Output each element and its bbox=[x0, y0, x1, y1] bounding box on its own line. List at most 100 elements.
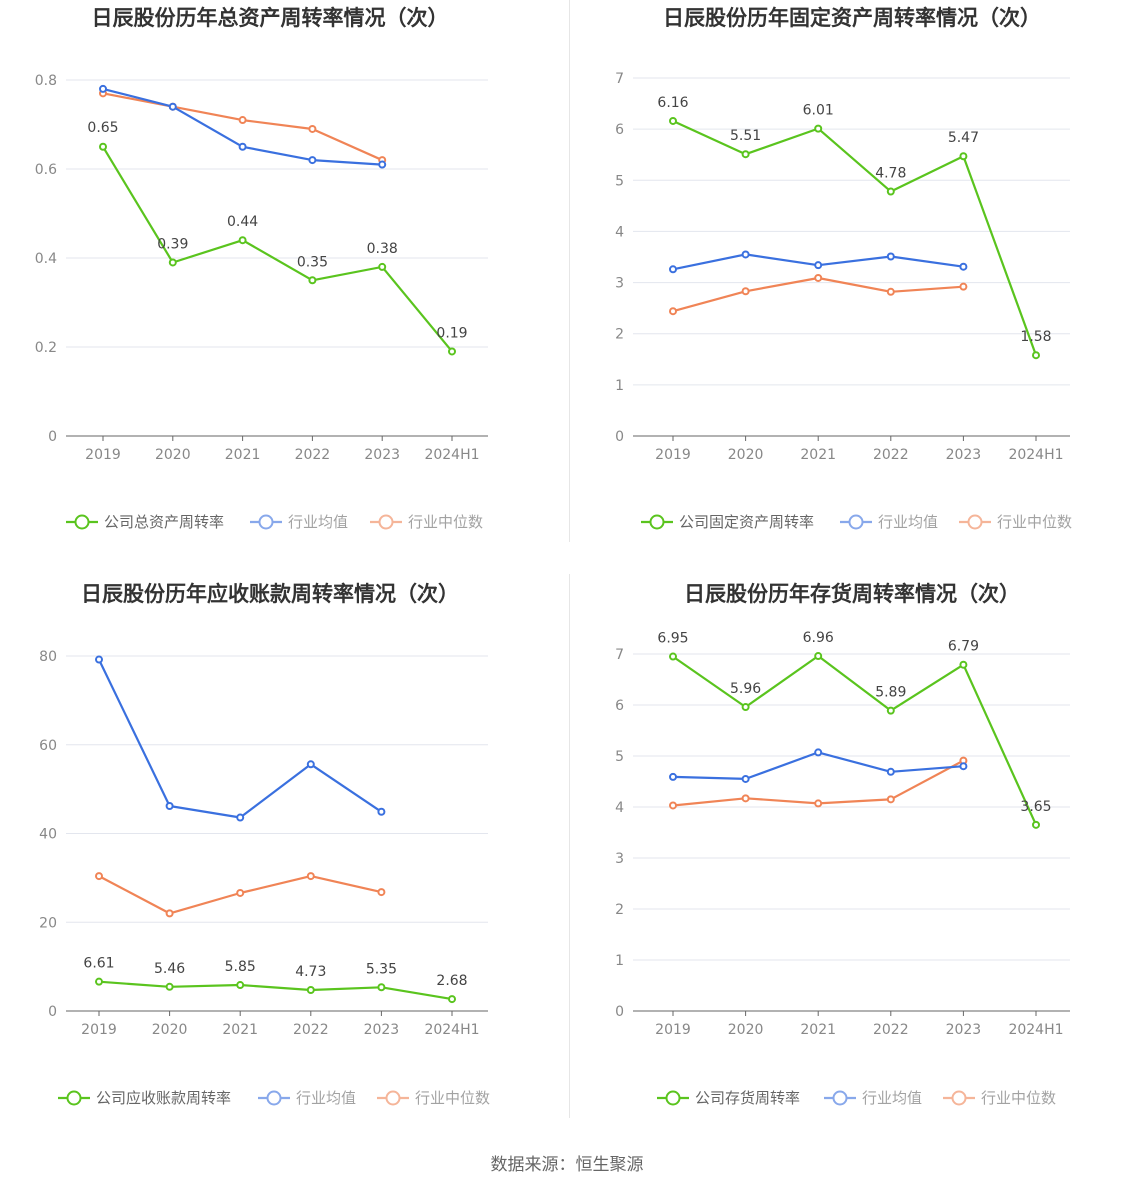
data-point-avg[interactable] bbox=[959, 762, 968, 771]
data-point-company[interactable] bbox=[165, 982, 174, 991]
legend-item-avg[interactable]: 行业均值 bbox=[824, 1089, 922, 1107]
data-point-company[interactable] bbox=[886, 187, 895, 196]
data-point-median[interactable] bbox=[95, 872, 103, 881]
data-point-company[interactable] bbox=[308, 276, 317, 285]
x-tick-label: 2022 bbox=[873, 1022, 909, 1038]
x-tick-label: 2020 bbox=[155, 447, 191, 463]
x-tick-label: 2023 bbox=[946, 1022, 982, 1038]
data-point-avg[interactable] bbox=[168, 102, 177, 111]
data-point-company[interactable] bbox=[814, 652, 823, 661]
series-line-median bbox=[672, 759, 964, 807]
data-point-avg[interactable] bbox=[308, 156, 317, 165]
data-point-avg[interactable] bbox=[95, 655, 103, 664]
data-point-median[interactable] bbox=[959, 282, 968, 291]
data-point-avg[interactable] bbox=[377, 807, 386, 816]
data-point-company[interactable] bbox=[741, 703, 750, 712]
data-point-avg[interactable] bbox=[741, 774, 750, 783]
data-point-avg[interactable] bbox=[814, 748, 823, 757]
legend-item-avg[interactable]: 行业均值 bbox=[250, 513, 348, 531]
data-label: 5.35 bbox=[366, 961, 397, 977]
data-point-avg[interactable] bbox=[741, 250, 750, 259]
y-tick-label: 1 bbox=[615, 378, 624, 394]
data-point-company[interactable] bbox=[886, 706, 895, 715]
data-label: 6.01 bbox=[803, 103, 834, 119]
data-point-company[interactable] bbox=[814, 124, 823, 133]
data-point-company[interactable] bbox=[959, 660, 968, 669]
data-point-median[interactable] bbox=[741, 794, 750, 803]
legend-label: 行业均值 bbox=[288, 513, 348, 531]
data-point-company[interactable] bbox=[377, 983, 386, 992]
data-point-company[interactable] bbox=[448, 347, 456, 356]
data-point-avg[interactable] bbox=[378, 160, 387, 169]
data-label: 6.79 bbox=[948, 639, 979, 655]
y-tick-label: 0.4 bbox=[35, 251, 57, 267]
x-tick-label: 2024H1 bbox=[1008, 1022, 1063, 1038]
data-point-median[interactable] bbox=[165, 909, 174, 918]
x-tick-label: 2022 bbox=[293, 1022, 329, 1038]
data-point-avg[interactable] bbox=[99, 84, 107, 93]
data-point-avg[interactable] bbox=[236, 813, 245, 822]
legend-item-median[interactable]: 行业中位数 bbox=[370, 513, 483, 531]
data-point-company[interactable] bbox=[741, 150, 750, 159]
data-point-median[interactable] bbox=[741, 287, 750, 296]
y-tick-label: 3 bbox=[615, 851, 624, 867]
data-point-avg[interactable] bbox=[669, 265, 677, 274]
data-point-company[interactable] bbox=[238, 236, 247, 245]
data-point-median[interactable] bbox=[669, 801, 677, 810]
data-point-median[interactable] bbox=[814, 799, 823, 808]
data-point-company[interactable] bbox=[306, 986, 315, 995]
x-tick-label: 2022 bbox=[295, 447, 331, 463]
data-point-avg[interactable] bbox=[669, 772, 677, 781]
data-label: 6.16 bbox=[657, 95, 688, 111]
legend-item-median[interactable]: 行业中位数 bbox=[377, 1089, 490, 1107]
data-point-company[interactable] bbox=[168, 258, 177, 267]
y-tick-label: 5 bbox=[615, 749, 624, 765]
legend-item-company[interactable]: 公司应收账款周转率 bbox=[58, 1089, 231, 1107]
x-tick-label: 2019 bbox=[85, 447, 121, 463]
legend-label: 行业中位数 bbox=[415, 1089, 490, 1107]
data-point-median[interactable] bbox=[814, 273, 823, 282]
series-line-company bbox=[672, 654, 1038, 826]
data-point-company[interactable] bbox=[378, 262, 387, 271]
data-point-median[interactable] bbox=[377, 888, 386, 897]
legend-item-company[interactable]: 公司固定资产周转率 bbox=[641, 513, 814, 531]
data-point-median[interactable] bbox=[306, 872, 315, 881]
chart-panel-inventory-turnover: 日辰股份历年存货周转率情况（次） 0 1 2 3 4 5 6 7 2019 2020 2021 2022… bbox=[567, 576, 1134, 1152]
data-point-company[interactable] bbox=[1032, 351, 1040, 360]
data-point-company[interactable] bbox=[669, 116, 677, 125]
data-label: 0.39 bbox=[157, 236, 188, 252]
data-point-avg[interactable] bbox=[959, 262, 968, 271]
data-point-company[interactable] bbox=[669, 652, 677, 661]
data-point-avg[interactable] bbox=[165, 801, 174, 810]
legend-item-avg[interactable]: 行业均值 bbox=[840, 513, 938, 531]
data-point-company[interactable] bbox=[959, 152, 968, 161]
y-tick-label: 4 bbox=[615, 800, 624, 816]
data-point-avg[interactable] bbox=[238, 142, 247, 151]
data-point-avg[interactable] bbox=[306, 760, 315, 769]
data-label: 0.44 bbox=[227, 214, 258, 230]
data-point-avg[interactable] bbox=[814, 261, 823, 270]
legend-item-median[interactable]: 行业中位数 bbox=[959, 513, 1072, 531]
data-point-avg[interactable] bbox=[886, 252, 895, 261]
legend-item-median[interactable]: 行业中位数 bbox=[943, 1089, 1056, 1107]
data-point-median[interactable] bbox=[886, 287, 895, 296]
data-point-company[interactable] bbox=[236, 981, 245, 990]
legend-item-avg[interactable]: 行业均值 bbox=[258, 1089, 356, 1107]
data-point-company[interactable] bbox=[99, 142, 107, 151]
data-point-avg[interactable] bbox=[886, 767, 895, 776]
data-point-median[interactable] bbox=[238, 116, 247, 125]
legend-marker-icon bbox=[832, 1090, 848, 1106]
legend-item-company[interactable]: 公司总资产周转率 bbox=[66, 513, 224, 531]
x-tick-label: 2020 bbox=[728, 1022, 764, 1038]
y-tick-label: 0.2 bbox=[35, 340, 57, 356]
data-point-company[interactable] bbox=[1032, 820, 1040, 829]
data-point-company[interactable] bbox=[95, 977, 103, 986]
data-point-company[interactable] bbox=[448, 995, 456, 1004]
series-line-company bbox=[98, 980, 453, 1001]
data-point-median[interactable] bbox=[886, 795, 895, 804]
legend-item-company[interactable]: 公司存货周转率 bbox=[657, 1089, 800, 1107]
data-label: 5.46 bbox=[154, 961, 185, 977]
data-point-median[interactable] bbox=[669, 307, 677, 316]
data-point-median[interactable] bbox=[236, 888, 245, 897]
data-point-median[interactable] bbox=[308, 124, 317, 133]
